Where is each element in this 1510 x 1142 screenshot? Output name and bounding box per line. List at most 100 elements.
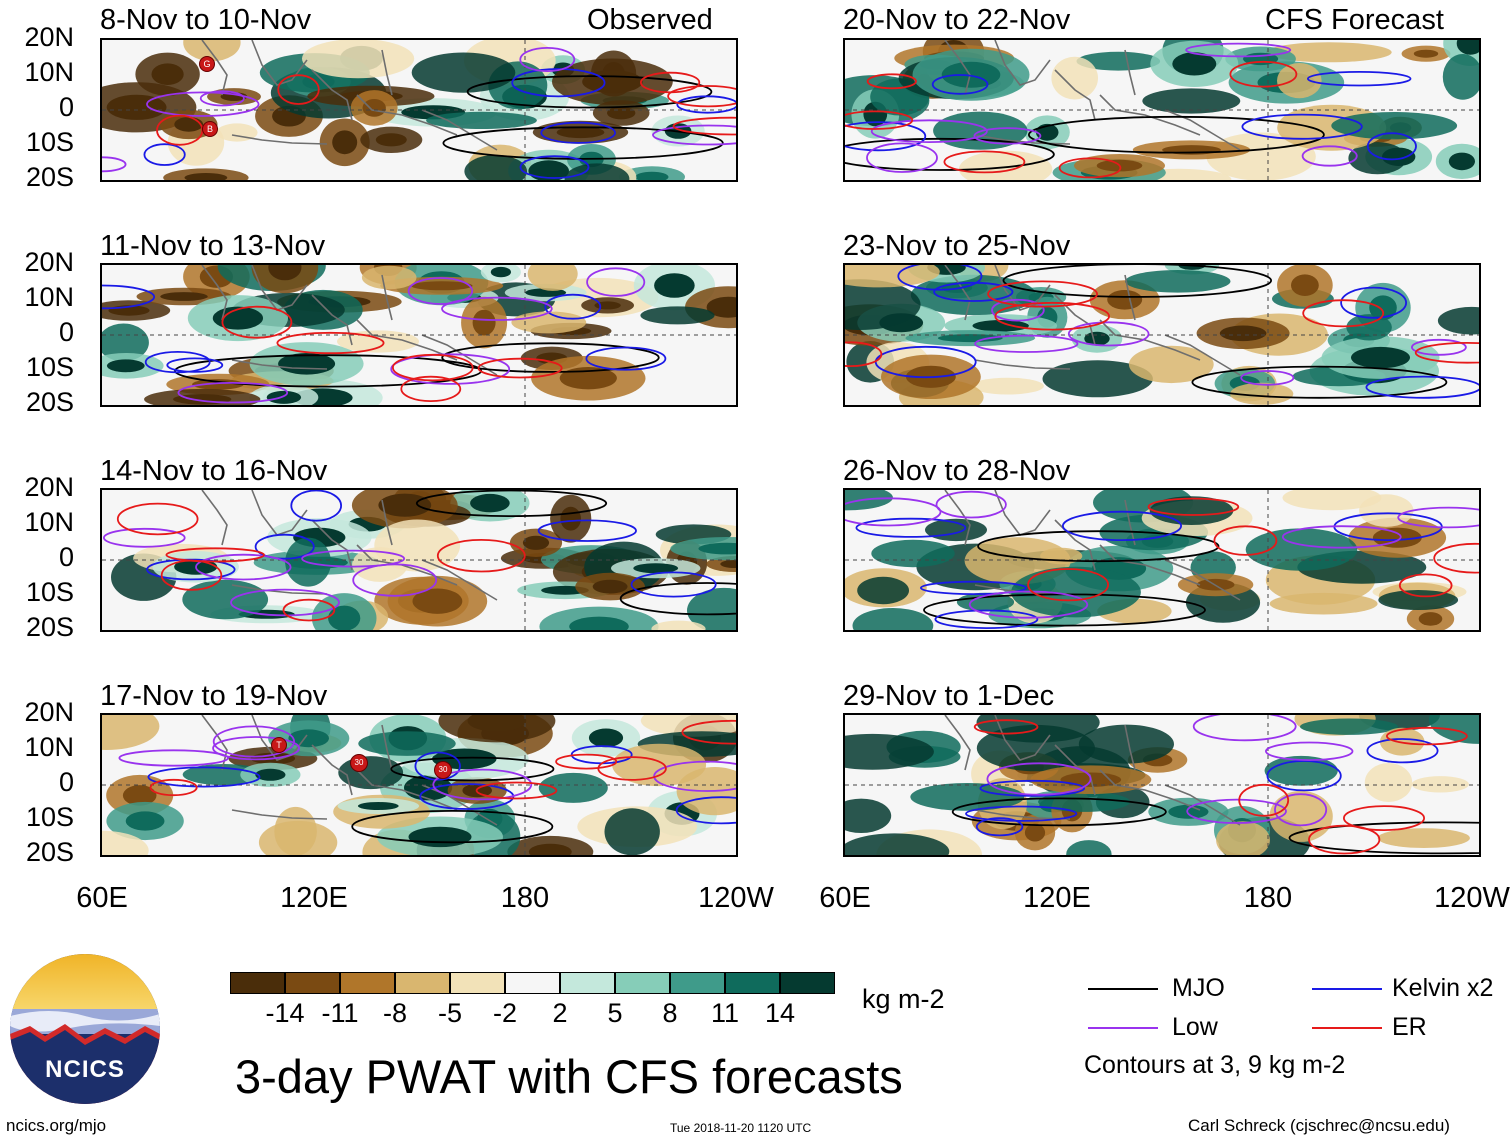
panel-title-fc-2: 23-Nov to 25-Nov: [843, 230, 1071, 262]
mjo-contour: [1002, 265, 1272, 298]
low-contour: [1265, 741, 1354, 762]
anomaly-core: [192, 379, 244, 390]
dry-anomaly: [958, 150, 1053, 180]
coastline: [1164, 559, 1241, 601]
coastline: [974, 809, 1071, 820]
kelvin-contour: [675, 796, 736, 825]
coastline: [231, 584, 328, 595]
low-contour: [991, 298, 1045, 322]
colorbar-swatch: [340, 972, 395, 994]
dry-anomaly: [337, 330, 419, 353]
kelvin-contour: [540, 121, 617, 144]
er-contour: [276, 331, 385, 355]
mjo-contour: [390, 756, 555, 782]
low-contour: [1185, 42, 1292, 58]
anomaly-core: [174, 117, 204, 132]
er-contour: [475, 781, 558, 800]
kelvin-contour: [845, 121, 927, 152]
x-tick-label: 120W: [1434, 882, 1510, 914]
x-tick-label: 60E: [819, 882, 871, 914]
colorbar-swatch: [230, 972, 285, 994]
moist-anomaly: [1038, 791, 1131, 812]
anomaly-core: [528, 160, 569, 180]
er-contour: [1308, 824, 1381, 855]
er-contour: [1229, 60, 1298, 88]
y-tick-label: 10S: [25, 577, 74, 607]
footer-url[interactable]: ncics.org/mjo: [6, 1116, 107, 1135]
dry-anomaly: [971, 377, 1044, 395]
anomaly-core: [268, 265, 302, 281]
x-tick-label: 120E: [280, 882, 348, 914]
low-contour: [441, 296, 553, 321]
low-contour: [432, 768, 533, 801]
colorbar-swatch: [395, 972, 450, 994]
dry-anomaly: [102, 715, 160, 750]
anomaly-core: [556, 126, 605, 139]
y-tick-label: 0: [58, 317, 74, 347]
coastline: [944, 265, 971, 321]
coastline: [994, 490, 1051, 536]
coastline: [1164, 334, 1241, 376]
anomaly-core: [357, 802, 399, 810]
low-contour: [390, 353, 511, 385]
er-contour: [1147, 497, 1240, 516]
dry-anomaly: [258, 820, 338, 855]
legend-er-line: [1312, 1027, 1382, 1029]
dry-anomaly: [102, 830, 149, 855]
kelvin-contour: [511, 68, 606, 98]
anomaly-core: [1219, 325, 1267, 342]
colorbar-swatch: [780, 972, 835, 994]
kelvin-contour: [630, 571, 717, 598]
coastline: [1099, 544, 1201, 586]
low-contour: [1192, 715, 1297, 742]
anomaly-core: [972, 320, 1029, 332]
anomaly-core: [470, 493, 510, 513]
y-tick-label: 0: [58, 92, 74, 122]
anomaly-core: [412, 588, 463, 614]
coastline: [201, 265, 228, 321]
anomaly-core: [125, 811, 165, 831]
er-contour: [116, 502, 199, 536]
figure-title: 3-day PWAT with CFS forecasts: [235, 1050, 903, 1103]
moist-anomaly: [640, 306, 715, 325]
er-contour: [681, 719, 736, 745]
dry-anomaly: [361, 265, 417, 290]
low-contour: [212, 736, 301, 761]
kelvin-contour: [544, 293, 602, 320]
y-tick-label: 10S: [25, 802, 74, 832]
kelvin-contour: [676, 95, 736, 114]
anomaly-core: [490, 266, 511, 278]
anomaly-core: [654, 273, 695, 298]
coastline: [251, 715, 308, 761]
anomaly-core: [559, 367, 617, 390]
er-contour: [845, 341, 883, 367]
er-contour: [845, 110, 914, 130]
dry-anomaly: [511, 311, 587, 334]
low-contour: [230, 588, 340, 617]
er-contour: [672, 116, 736, 136]
low-contour: [177, 381, 289, 404]
moist-anomaly: [1042, 360, 1153, 398]
low-contour: [1397, 506, 1479, 529]
moist-anomaly: [845, 733, 934, 770]
kelvin-contour: [933, 281, 1014, 302]
dry-anomaly: [1216, 821, 1270, 855]
legend-low-label: Low: [1172, 1013, 1218, 1041]
mjo-contour: [441, 342, 660, 373]
x-tick-label: 180: [1243, 882, 1293, 914]
er-contour: [1027, 568, 1110, 602]
low-contour: [1274, 793, 1328, 827]
low-contour: [973, 127, 1042, 145]
moist-anomaly: [1011, 566, 1141, 618]
dry-anomaly: [845, 265, 940, 288]
moist-anomaly: [857, 576, 909, 605]
dry-anomaly: [1379, 727, 1425, 756]
y-tick-label: 10N: [24, 57, 74, 87]
coastline: [231, 809, 328, 820]
moist-anomaly: [102, 323, 149, 362]
y-tick-label: 10S: [25, 127, 74, 157]
anomaly-core: [160, 292, 208, 301]
moist-anomaly: [1437, 306, 1479, 335]
dry-anomaly: [302, 40, 415, 79]
dry-anomaly: [1051, 56, 1098, 100]
